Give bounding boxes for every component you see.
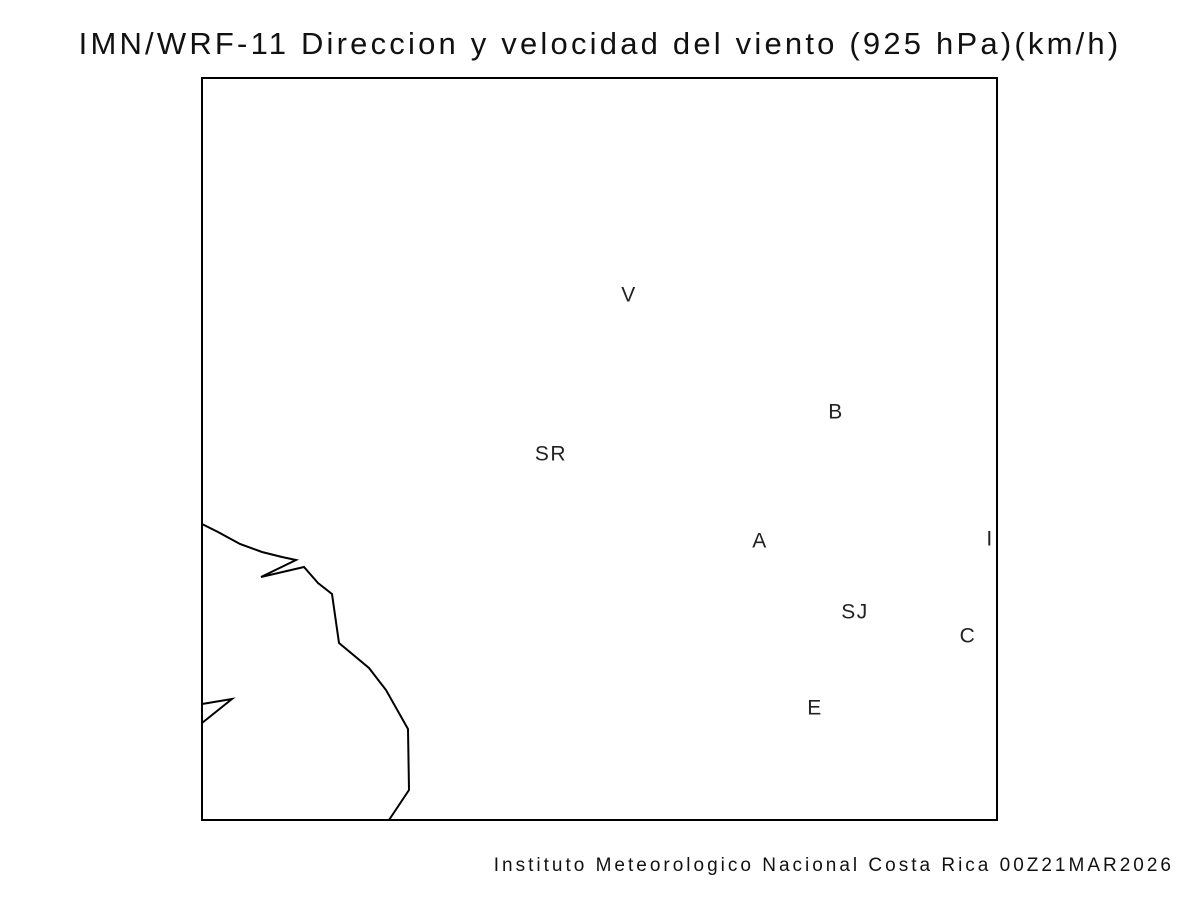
gulf-inlet-path [201, 697, 236, 724]
coastline-path [201, 523, 411, 821]
station-label-b: B [828, 400, 844, 424]
map-frame [201, 77, 998, 821]
station-label-c: C [959, 624, 977, 648]
station-label-sr: SR [534, 442, 568, 466]
station-label-a: A [752, 529, 768, 553]
station-label-e: E [807, 696, 823, 720]
page-title: IMN/WRF-11 Direccion y velocidad del vie… [78, 26, 1122, 61]
station-label-sj: SJ [841, 600, 869, 624]
station-label-v: V [621, 283, 637, 307]
footer-caption: Instituto Meteorologico Nacional Costa R… [493, 855, 1174, 876]
station-label-i: I [986, 527, 994, 551]
